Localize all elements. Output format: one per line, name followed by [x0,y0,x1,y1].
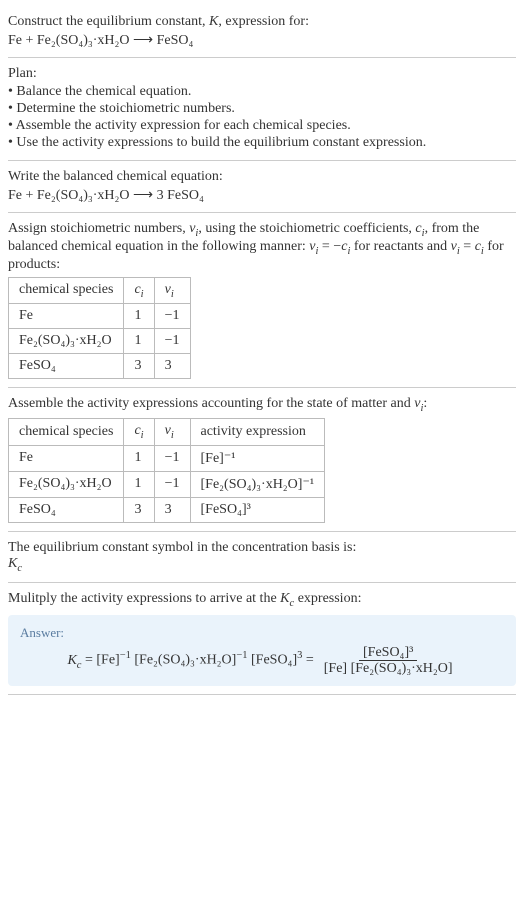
cell-v: −1 [154,471,190,497]
cell-c: 1 [124,304,154,329]
kc-symbol-section: The equilibrium constant symbol in the c… [8,532,516,583]
plan-title: Plan: [8,66,516,82]
cell-activity: [Fe₂(SO₄)₃·xH₂O]⁻¹ [190,471,325,497]
balanced-equation: Fe + Fe₂(SO₄)₃·xH₂O ⟶ 3 FeSO₄ [8,187,516,204]
cell-v: 3 [154,354,190,379]
col-v: νi [154,419,190,446]
plan-item: • Assemble the activity expression for e… [8,118,516,134]
table-row: Fe₂(SO₄)₃·xH₂O 1 −1 [Fe₂(SO₄)₃·xH₂O]⁻¹ [9,471,325,497]
cell-v: 3 [154,497,190,522]
kc-symbol: Kc [8,556,516,574]
cell-species: Fe₂(SO₄)₃·xH₂O [9,329,124,354]
cell-c: 1 [124,329,154,354]
multiply-section: Mulitply the activity expressions to arr… [8,583,516,696]
cell-v: −1 [154,329,190,354]
cell-v: −1 [154,304,190,329]
cell-c: 1 [124,445,154,471]
table-row: Fe 1 −1 [9,304,191,329]
plan-list: • Balance the chemical equation. • Deter… [8,84,516,151]
cell-activity: [FeSO₄]³ [190,497,325,522]
kc-expression: Kc = [Fe]−1 [Fe₂(SO₄)₃·xH₂O]−1 [FeSO₄]3 … [20,645,504,677]
col-c: ci [124,419,154,446]
kc-symbol-text: The equilibrium constant symbol in the c… [8,540,516,556]
plan-item: • Balance the chemical equation. [8,84,516,100]
col-species: chemical species [9,419,124,446]
activity-intro: Assemble the activity expressions accoun… [8,396,516,414]
answer-box: Answer: Kc = [Fe]−1 [Fe₂(SO₄)₃·xH₂O]−1 [… [8,615,516,687]
cell-activity: [Fe]⁻¹ [190,445,325,471]
table-header-row: chemical species ci νi activity expressi… [9,419,325,446]
plan-item: • Use the activity expressions to build … [8,135,516,151]
balanced-section: Write the balanced chemical equation: Fe… [8,161,516,213]
stoich-table: chemical species ci νi Fe 1 −1 Fe₂(SO₄)₃… [8,277,191,380]
fraction-denominator: [Fe] [Fe₂(SO₄)₃·xH₂O] [320,661,457,676]
multiply-text: Mulitply the activity expressions to arr… [8,591,516,609]
cell-c: 3 [124,354,154,379]
table-row: FeSO₄ 3 3 [FeSO₄]³ [9,497,325,522]
plan-item: • Determine the stoichiometric numbers. [8,101,516,117]
cell-species: Fe [9,304,124,329]
balanced-title: Write the balanced chemical equation: [8,169,516,185]
activity-section: Assemble the activity expressions accoun… [8,388,516,532]
plan-section: Plan: • Balance the chemical equation. •… [8,58,516,161]
col-c: ci [124,277,154,304]
stoich-intro: Assign stoichiometric numbers, νi, using… [8,221,516,273]
table-header-row: chemical species ci νi [9,277,191,304]
cell-c: 3 [124,497,154,522]
table-row: Fe₂(SO₄)₃·xH₂O 1 −1 [9,329,191,354]
cell-species: FeSO₄ [9,354,124,379]
cell-v: −1 [154,445,190,471]
table-row: Fe 1 −1 [Fe]⁻¹ [9,445,325,471]
col-v: νi [154,277,190,304]
cell-species: Fe [9,445,124,471]
kc-lhs: Kc = [Fe]−1 [Fe₂(SO₄)₃·xH₂O]−1 [FeSO₄]3 … [67,650,313,670]
cell-species: FeSO₄ [9,497,124,522]
cell-c: 1 [124,471,154,497]
kc-fraction: [FeSO₄]³ [Fe] [Fe₂(SO₄)₃·xH₂O] [320,645,457,677]
stoich-section: Assign stoichiometric numbers, νi, using… [8,213,516,388]
activity-table: chemical species ci νi activity expressi… [8,418,325,523]
header-section: Construct the equilibrium constant, K, e… [8,6,516,58]
prompt-text: Construct the equilibrium constant, K, e… [8,14,516,30]
answer-label: Answer: [20,625,504,641]
col-species: chemical species [9,277,124,304]
table-row: FeSO₄ 3 3 [9,354,191,379]
unbalanced-equation: Fe + Fe₂(SO₄)₃·xH₂O ⟶ FeSO₄ [8,32,516,49]
col-activity: activity expression [190,419,325,446]
fraction-numerator: [FeSO₄]³ [359,645,417,661]
cell-species: Fe₂(SO₄)₃·xH₂O [9,471,124,497]
